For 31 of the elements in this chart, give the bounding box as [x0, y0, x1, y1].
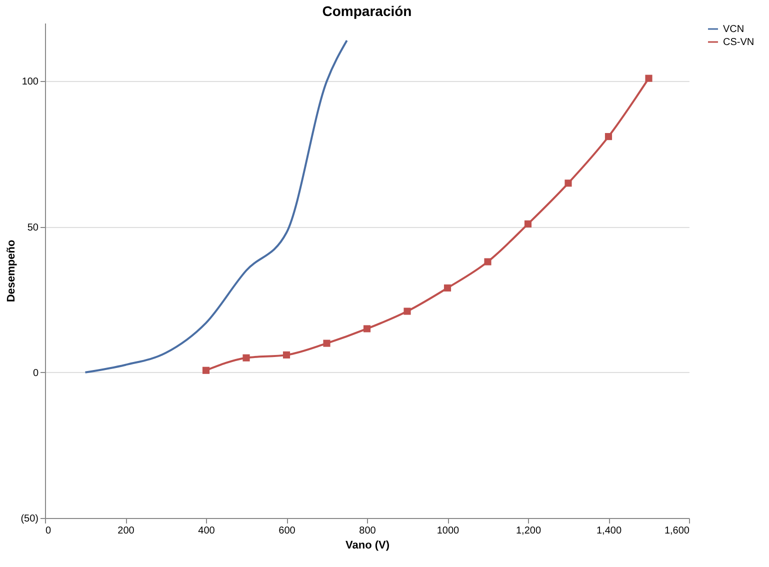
x-tick-label: 0	[46, 526, 52, 536]
x-tick-label: 1,400	[596, 526, 622, 536]
x-tick-label: 400	[198, 526, 216, 536]
y-axis-title: Desempeño	[6, 240, 18, 302]
y-tick-label: (50)	[20, 514, 38, 524]
point	[202, 366, 210, 374]
line-series	[84, 39, 348, 374]
x-tick-label: 600	[278, 526, 296, 536]
x-axis-title: Vano (V)	[345, 540, 390, 552]
point	[323, 340, 330, 347]
point	[564, 180, 572, 187]
legend-label: VCN	[723, 24, 744, 35]
point	[524, 220, 532, 228]
chart-title: Comparación	[322, 3, 412, 19]
point	[444, 284, 452, 292]
y-tick-label: 100	[22, 76, 39, 88]
x-tick-label: 800	[359, 526, 376, 536]
x-tick-label: 200	[118, 526, 135, 536]
point	[242, 354, 250, 362]
x-tick-label: 1,600	[664, 526, 690, 536]
y-tick-label: 50	[27, 222, 39, 234]
point	[282, 351, 290, 358]
point	[645, 74, 652, 82]
x-tick-label: 1000	[436, 526, 460, 536]
point	[404, 308, 411, 315]
point	[363, 325, 371, 332]
point	[484, 258, 492, 266]
y-tick-label: 0	[32, 368, 39, 379]
x-tick-label: 1,200	[516, 526, 542, 536]
legend-label: CS-VN	[723, 37, 754, 48]
point	[604, 133, 612, 140]
